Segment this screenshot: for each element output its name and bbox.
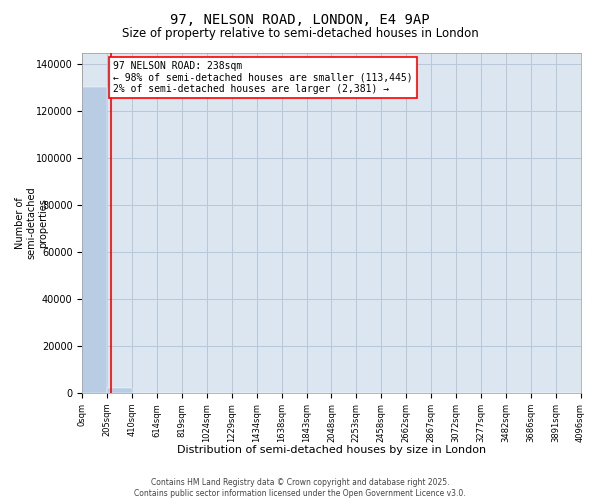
- Text: 97 NELSON ROAD: 238sqm
← 98% of semi-detached houses are smaller (113,445)
2% of: 97 NELSON ROAD: 238sqm ← 98% of semi-det…: [113, 61, 413, 94]
- X-axis label: Distribution of semi-detached houses by size in London: Distribution of semi-detached houses by …: [177, 445, 486, 455]
- Bar: [82, 86, 107, 393]
- Y-axis label: Number of
semi-detached
properties: Number of semi-detached properties: [15, 186, 48, 259]
- Text: 97, NELSON ROAD, LONDON, E4 9AP: 97, NELSON ROAD, LONDON, E4 9AP: [170, 12, 430, 26]
- Text: Size of property relative to semi-detached houses in London: Size of property relative to semi-detach…: [122, 28, 478, 40]
- Text: Contains HM Land Registry data © Crown copyright and database right 2025.
Contai: Contains HM Land Registry data © Crown c…: [134, 478, 466, 498]
- Bar: [107, 388, 132, 393]
